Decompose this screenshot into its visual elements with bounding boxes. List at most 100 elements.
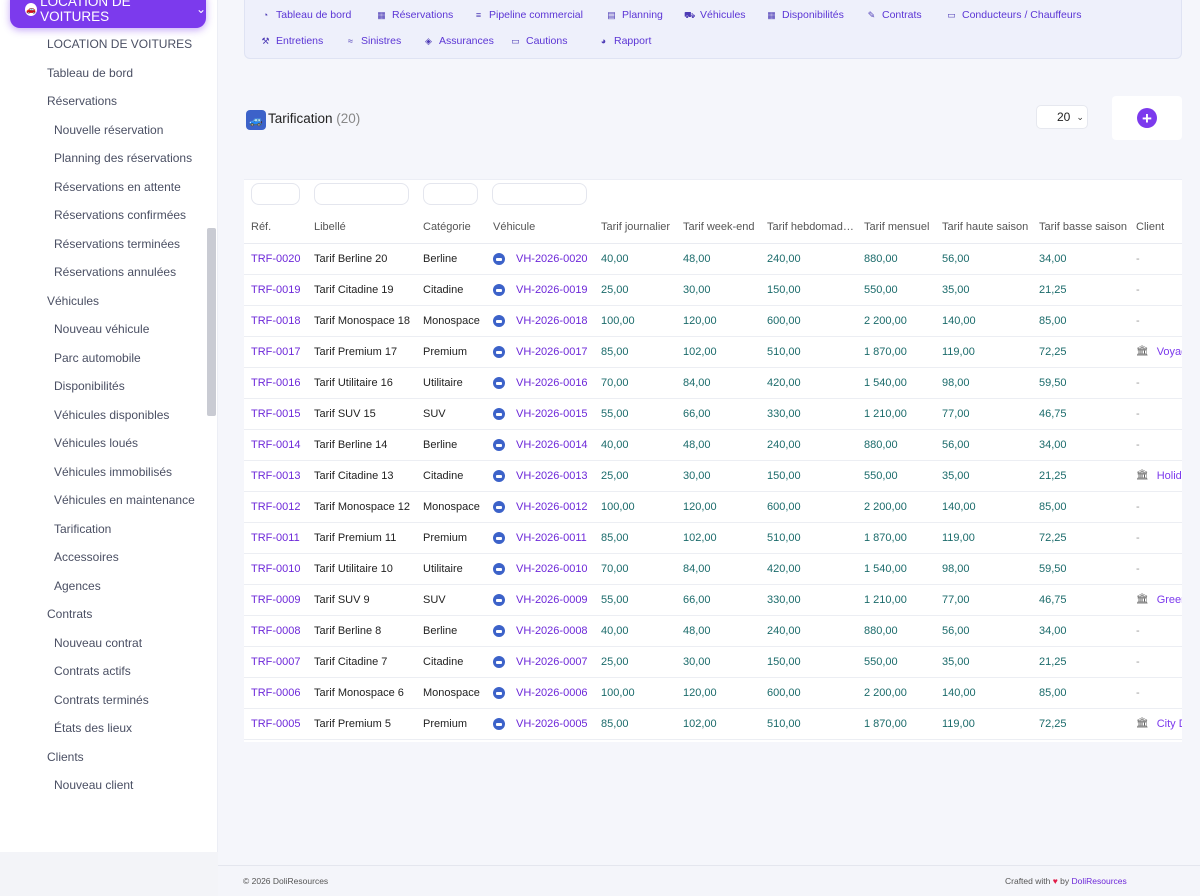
filter-ref-input[interactable] [251,183,300,205]
sidebar-item[interactable]: Nouveau contrat [54,635,143,650]
ref-link[interactable]: TRF-0005 [244,708,307,740]
nav-item[interactable]: ▦ Disponibilités [766,9,844,21]
vehicle-link[interactable]: VH-2026-0012 [493,500,594,513]
vehicle-link[interactable]: VH-2026-0016 [493,376,594,389]
ref-link[interactable]: TRF-0009 [244,584,307,616]
vehicle-link[interactable]: VH-2026-0011 [493,531,594,544]
ref-link[interactable]: TRF-0007 [244,646,307,678]
column-header[interactable]: Catégorie [416,212,486,244]
ref-link[interactable]: TRF-0020 [244,243,307,275]
nav-item[interactable]: ▭ Cautions [510,35,567,47]
sidebar-item[interactable]: Véhicules disponibles [54,407,170,422]
table-row[interactable]: TRF-0011 Tarif Premium 11 Premium VH-2026-0… [244,522,1182,554]
table-row[interactable]: TRF-0019 Tarif Citadine 19 Citadine VH-2026… [244,274,1182,306]
column-header[interactable]: Tarif haute saison [935,212,1032,244]
nav-item[interactable]: ▤ Planning [606,9,663,21]
vehicle-link[interactable]: VH-2026-0006 [493,686,594,699]
ref-link[interactable]: TRF-0013 [244,460,307,492]
nav-item[interactable]: ◔ Tableau de bord [260,9,352,21]
client-link[interactable]: 🏛 Voyag [1136,346,1182,358]
table-row[interactable]: TRF-0008 Tarif Berline 8 Berline VH-2026-00… [244,615,1182,647]
sidebar-item[interactable]: Tarification [54,521,112,536]
sidebar-item[interactable]: Véhicules immobilisés [54,464,173,479]
sidebar-item[interactable]: Agences [54,578,101,593]
sidebar-item[interactable]: Contrats [47,607,93,621]
ref-link[interactable]: TRF-0017 [244,336,307,368]
ref-link[interactable]: TRF-0010 [244,553,307,585]
page-size-select[interactable]: 20 ⌄ [1036,105,1088,129]
nav-item[interactable]: ⚒ Entretiens [260,35,323,47]
sidebar-item[interactable]: Accessoires [54,550,119,564]
sidebar-item[interactable]: Réservations terminées [54,236,181,251]
sidebar-item[interactable]: Contrats terminés [54,692,149,707]
ref-link[interactable]: TRF-0015 [244,398,307,430]
table-row[interactable]: TRF-0016 Tarif Utilitaire 16 Utilitaire VH-… [244,367,1182,399]
column-header[interactable]: Tarif basse saison [1032,212,1129,244]
nav-item[interactable]: ≡ Pipeline commercial [473,9,583,21]
table-row[interactable]: TRF-0017 Tarif Premium 17 Premium VH-2026-0… [244,336,1182,368]
vehicle-link[interactable]: VH-2026-0015 [493,407,594,420]
table-row[interactable]: TRF-0013 Tarif Citadine 13 Citadine VH-2026… [244,460,1182,492]
vehicle-link[interactable]: VH-2026-0009 [493,593,594,606]
sidebar-item[interactable]: Nouvelle réservation [54,122,164,137]
sidebar-item[interactable]: Réservations confirmées [54,208,187,222]
column-header[interactable]: Libellé [307,212,416,244]
column-header[interactable]: Tarif hebdomadaire [760,212,857,244]
nav-item[interactable]: ⛟ Véhicules [684,9,746,21]
table-row[interactable]: TRF-0009 Tarif SUV 9 SUV VH-2026-0009 55,00 6… [244,584,1182,616]
sidebar-item[interactable]: Véhicules [47,293,100,308]
column-header[interactable]: Véhicule [486,212,594,244]
filter-label-input[interactable] [314,183,409,205]
column-header[interactable]: Tarif mensuel [857,212,935,244]
filter-category-input[interactable] [423,183,478,205]
sidebar-item[interactable]: Clients [47,749,84,764]
vehicle-link[interactable]: VH-2026-0019 [493,283,594,296]
table-row[interactable]: TRF-0007 Tarif Citadine 7 Citadine VH-2026-… [244,646,1182,678]
sidebar-item[interactable]: Planning des réservations [54,151,193,165]
vehicle-link[interactable]: VH-2026-0014 [493,438,594,451]
client-link[interactable]: 🏛 Holida [1136,470,1182,482]
ref-link[interactable]: TRF-0018 [244,305,307,337]
vehicle-link[interactable]: VH-2026-0010 [493,562,594,575]
sidebar-item[interactable]: États des lieux [54,721,133,735]
table-row[interactable]: TRF-0015 Tarif SUV 15 SUV VH-2026-0015 55,00… [244,398,1182,430]
client-link[interactable]: 🏛 City D [1136,718,1182,730]
vehicle-link[interactable]: VH-2026-0008 [493,624,594,637]
table-row[interactable]: TRF-0012 Tarif Monospace 12 Monospace VH-20… [244,491,1182,523]
table-row[interactable]: TRF-0018 Tarif Monospace 18 Monospace VH-20… [244,305,1182,337]
ref-link[interactable]: TRF-0014 [244,429,307,461]
sidebar-item[interactable]: Réservations [47,94,118,108]
ref-link[interactable]: TRF-0019 [244,274,307,306]
nav-item[interactable]: ≈ Sinistres [345,35,401,47]
sidebar-item[interactable]: LOCATION DE VOITURES [47,37,193,51]
vehicle-link[interactable]: VH-2026-0020 [493,252,594,265]
sidebar-item[interactable]: Nouveau véhicule [54,322,150,336]
table-row[interactable]: TRF-0020 Tarif Berline 20 Berline VH-2026-0… [244,243,1182,275]
vehicle-link[interactable]: VH-2026-0018 [493,314,594,327]
nav-item[interactable]: ◈ Assurances [423,35,494,47]
ref-link[interactable]: TRF-0006 [244,677,307,709]
sidebar-item[interactable]: Réservations en attente [54,179,181,194]
module-dropdown-button[interactable]: 🚗 LOCATION DE VOITURES ⌄ [10,0,206,28]
sidebar-item[interactable]: Véhicules en maintenance [54,493,195,507]
sidebar-item[interactable]: Réservations annulées [54,265,177,279]
table-row[interactable]: TRF-0006 Tarif Monospace 6 Monospace VH-202… [244,677,1182,709]
client-link[interactable]: 🏛 Green [1136,594,1182,606]
sidebar-item[interactable]: Véhicules loués [54,436,139,450]
sidebar-scrollbar[interactable] [207,228,216,416]
ref-link[interactable]: TRF-0016 [244,367,307,399]
column-header[interactable]: Client [1129,212,1182,244]
ref-link[interactable]: TRF-0011 [244,522,307,554]
sidebar-item[interactable]: Parc automobile [54,350,141,365]
sidebar-item[interactable]: Tableau de bord [47,65,134,80]
table-row[interactable]: TRF-0005 Tarif Premium 5 Premium VH-2026-00… [244,708,1182,740]
nav-item[interactable]: ▦ Réservations [376,9,453,21]
table-row[interactable]: TRF-0010 Tarif Utilitaire 10 Utilitaire VH-… [244,553,1182,585]
ref-link[interactable]: TRF-0008 [244,615,307,647]
sidebar-item[interactable]: Disponibilités [54,379,125,393]
table-row[interactable]: TRF-0014 Tarif Berline 14 Berline VH-2026-0… [244,429,1182,461]
column-header[interactable]: Tarif journalier [594,212,676,244]
column-header[interactable]: Réf. [244,212,307,244]
filter-vehicle-input[interactable] [492,183,587,205]
vehicle-link[interactable]: VH-2026-0007 [493,655,594,668]
